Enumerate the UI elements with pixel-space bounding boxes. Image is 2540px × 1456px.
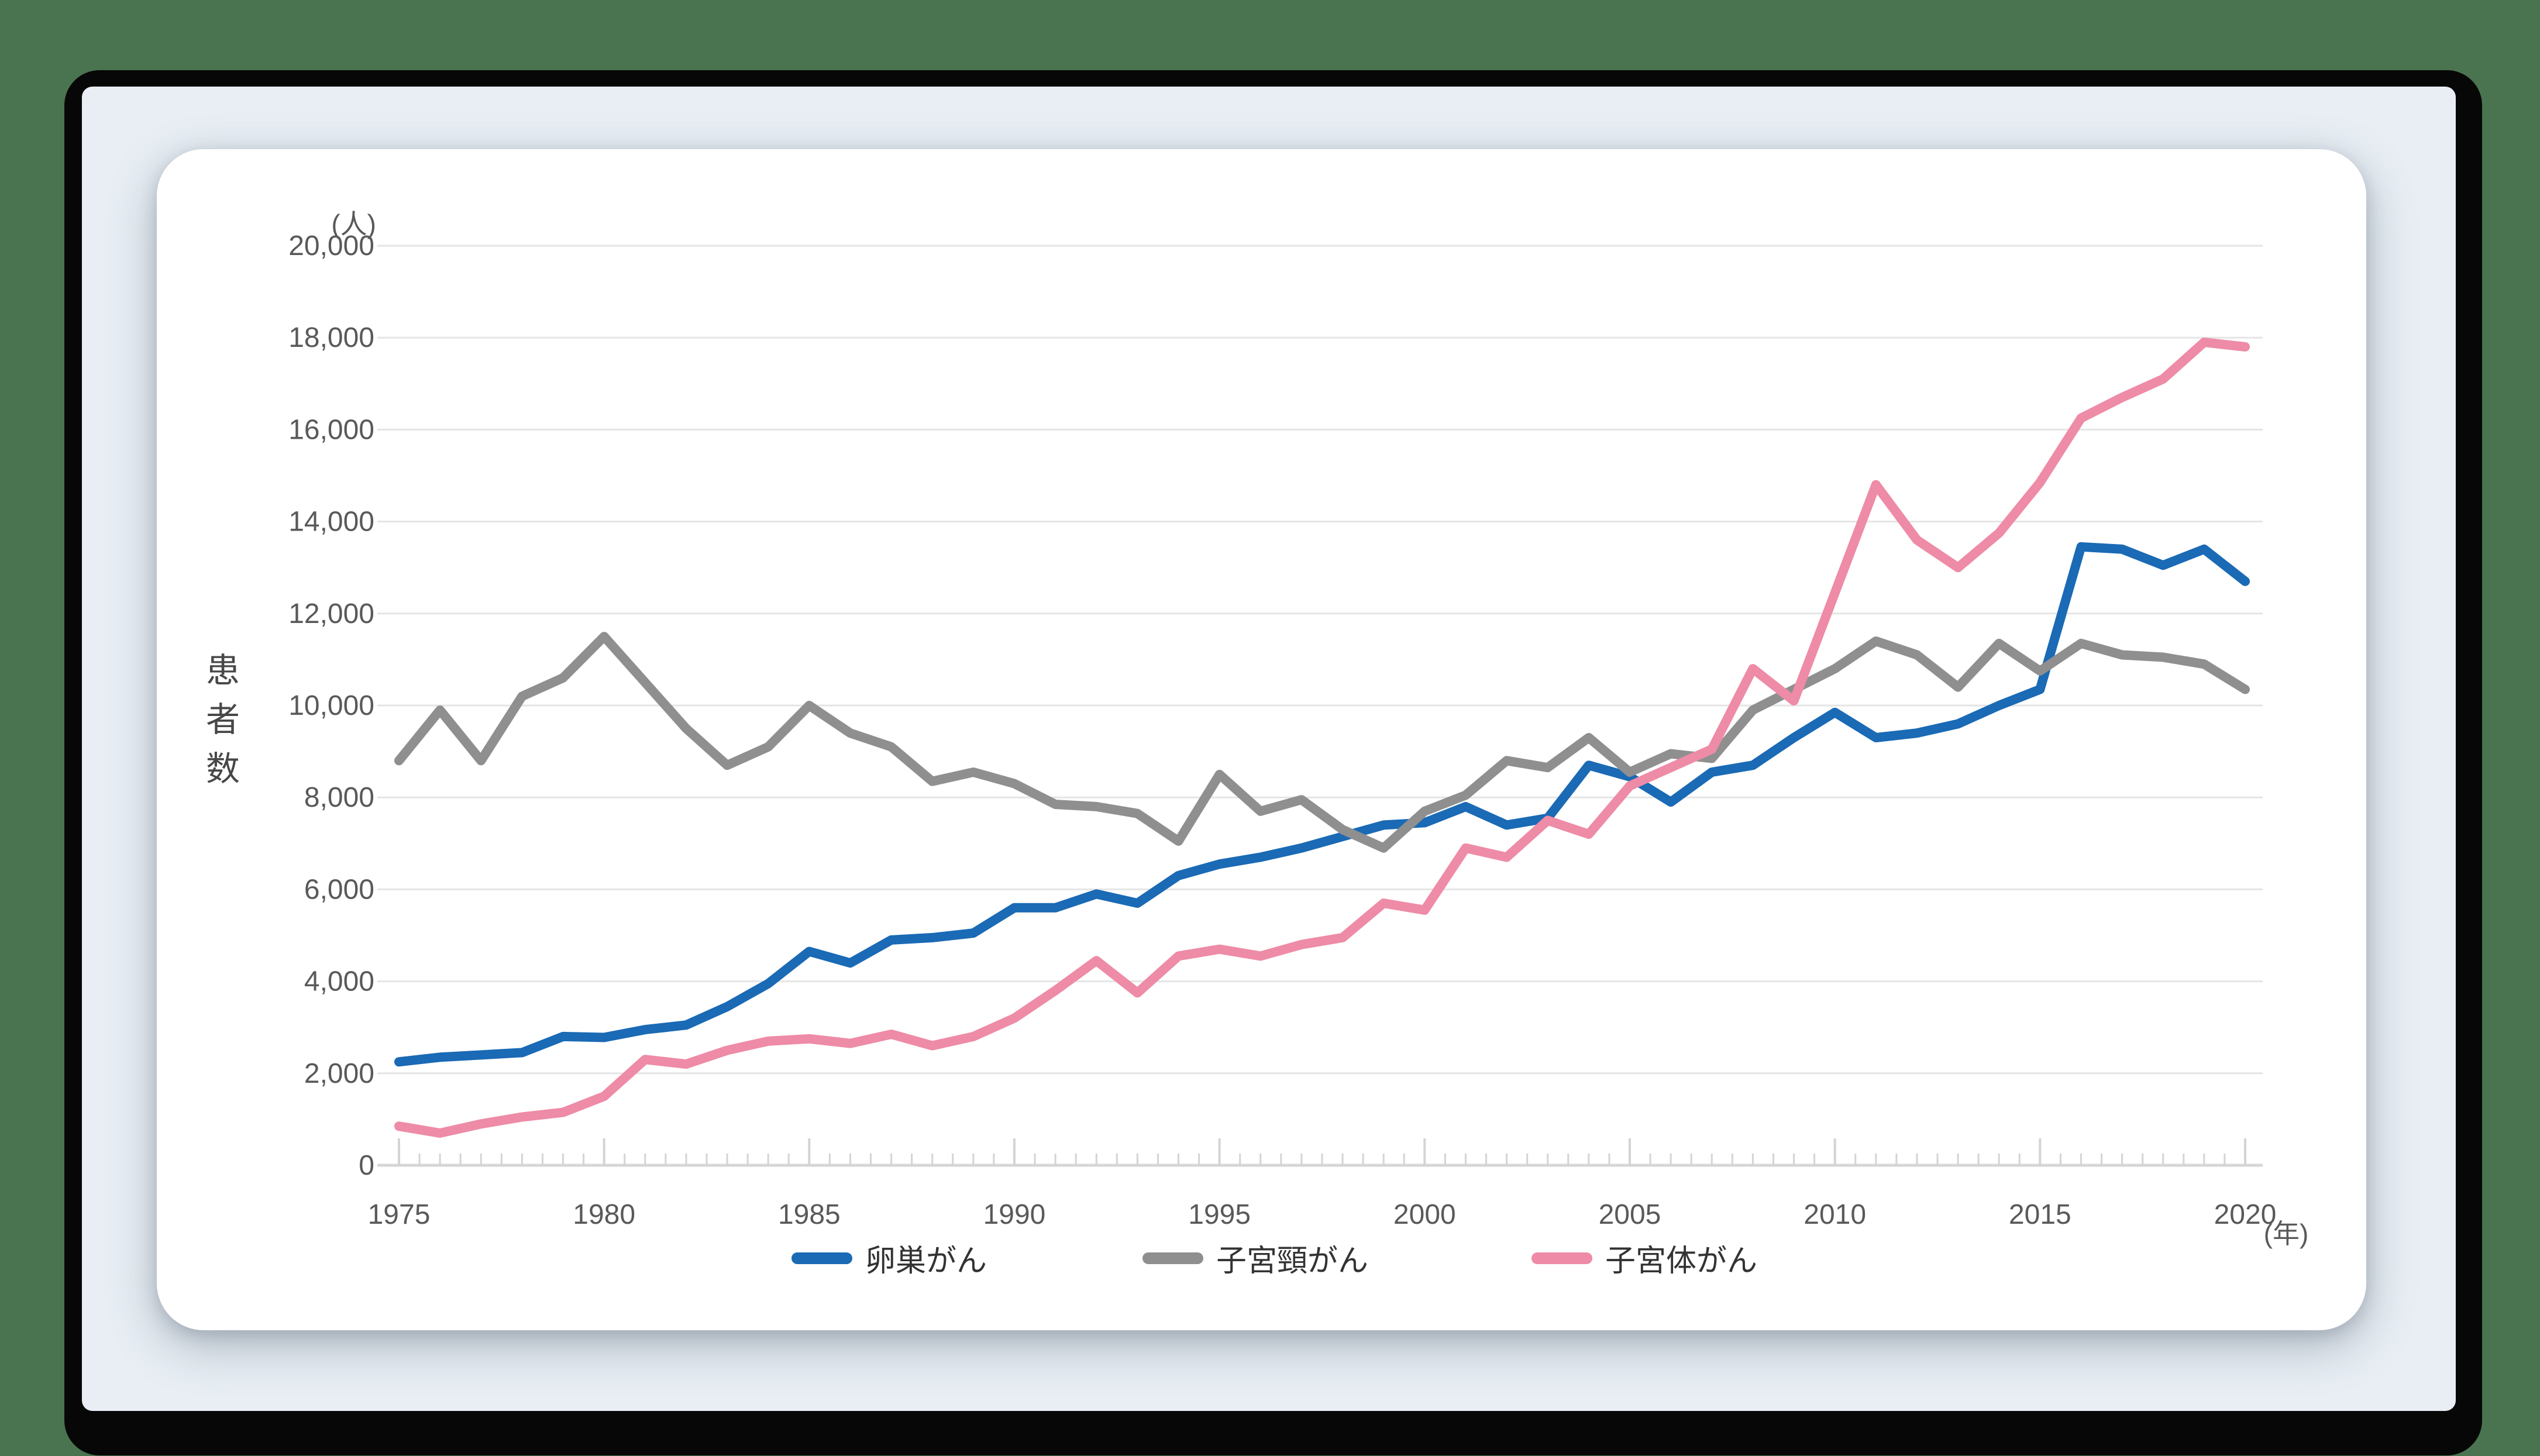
x-axis-unit-label: (年) — [2263, 1219, 2309, 1249]
legend-swatch — [1142, 1252, 1203, 1264]
y-tick-label: 2,000 — [304, 1058, 374, 1089]
y-tick-label: 18,000 — [288, 322, 374, 353]
y-tick-label: 12,000 — [288, 598, 374, 629]
y-tick-label: 20,000 — [288, 230, 374, 261]
x-tick-label: 1990 — [983, 1199, 1046, 1230]
series-line-子宮頸がん — [394, 632, 2250, 853]
legend-label: 子宮体がん — [1605, 1244, 1758, 1278]
chart-card: 0 2,000 4,000 6,000 8,000 10,000 12,000 14,000 1… — [157, 149, 2366, 1330]
series-line-子宮体がん — [394, 338, 2250, 1138]
legend-swatch — [1531, 1252, 1592, 1264]
x-tick-label: 1985 — [778, 1199, 841, 1230]
legend-label: 卵巣がん — [865, 1244, 987, 1278]
legend-item: 子宮頸がん — [1142, 1236, 1368, 1280]
series-line-卵巣がん — [394, 542, 2250, 1067]
y-axis-title: 患者数 — [201, 652, 239, 800]
y-tick-label: 16,000 — [288, 414, 374, 445]
y-tick-label: 14,000 — [288, 507, 374, 538]
legend-swatch — [791, 1252, 852, 1264]
y-tick-label: 0 — [359, 1150, 374, 1181]
x-tick-label: 1995 — [1188, 1199, 1251, 1230]
y-tick-label: 6,000 — [304, 874, 374, 905]
line-chart: 0 2,000 4,000 6,000 8,000 10,000 12,000 14,000 1… — [288, 230, 2277, 1230]
y-tick-label: 8,000 — [304, 782, 374, 813]
x-tick-label: 1975 — [368, 1199, 431, 1230]
y-axis-unit-label: (人) — [331, 209, 376, 239]
x-tick-label: 2010 — [1804, 1199, 1866, 1230]
y-tick-label: 4,000 — [304, 966, 374, 997]
x-tick-label: 1980 — [573, 1199, 635, 1230]
y-tick-label: 10,000 — [288, 690, 374, 721]
x-tick-label: 2005 — [1599, 1199, 1661, 1230]
legend-item: 卵巣がん — [791, 1236, 987, 1280]
x-tick-label: 2020 — [2214, 1199, 2277, 1230]
x-tick-label: 2000 — [1393, 1199, 1456, 1230]
x-tick-label: 2015 — [2009, 1199, 2071, 1230]
legend-label: 子宮頸がん — [1216, 1244, 1369, 1278]
legend-item: 子宮体がん — [1531, 1236, 1757, 1280]
